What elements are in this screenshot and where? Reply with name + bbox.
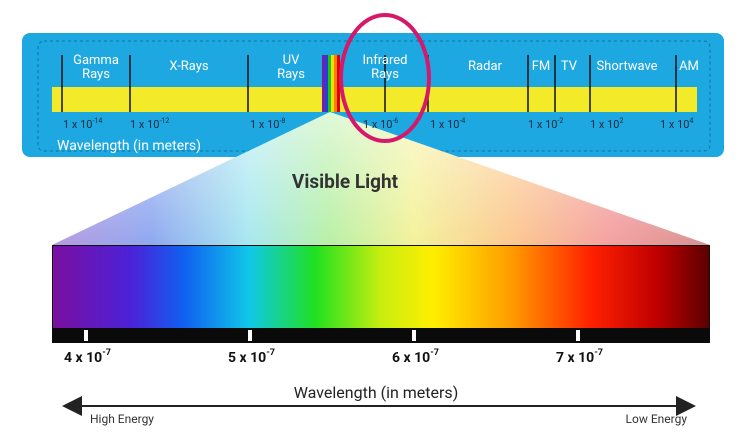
- wavelength-label: 1 x 10-6: [363, 117, 398, 131]
- wavelength-label-exp: -14: [92, 117, 102, 125]
- wavelength-label: 1 x 102: [590, 117, 623, 131]
- low-energy-label: Low Energy: [626, 412, 688, 426]
- wavelength-label: 1 x 104: [660, 117, 693, 131]
- visible-tick-label: 6 x 10-7: [392, 348, 439, 366]
- band-label: Rays: [277, 67, 305, 82]
- band-label: Infrared: [363, 53, 408, 68]
- wavelength-label-exp: -8: [279, 117, 285, 125]
- wavelength-label-base: 1 x 10: [250, 118, 279, 131]
- band-label: Shortwave: [596, 59, 657, 74]
- wavelength-label: 1 x 10-8: [250, 117, 285, 131]
- visible-tick-label-exp: -7: [102, 348, 111, 358]
- wavelength-label: 1 x 10-14: [63, 117, 102, 131]
- wavelength-label-exp: -2: [557, 117, 563, 125]
- wavelength-label-base: 1 x 10: [590, 118, 619, 131]
- wavelength-label-exp: 4: [689, 117, 693, 125]
- spectrum-bar: [52, 87, 697, 112]
- wavelength-label-base: 1 x 10: [130, 118, 159, 131]
- visible-scale-bar: [52, 328, 710, 343]
- visible-tick-label: 5 x 10-7: [228, 348, 275, 366]
- visible-tick-label: 4 x 10-7: [64, 348, 111, 366]
- band-label: FM: [532, 59, 551, 74]
- visible-title: Visible Light: [292, 170, 399, 193]
- wavelength-label-exp: -4: [459, 117, 465, 125]
- visible-tick-label-exp: -7: [594, 348, 603, 358]
- visible-tick-label-base: 6 x 10: [392, 350, 430, 366]
- wavelength-label-base: 1 x 10: [63, 118, 92, 131]
- wavelength-label: 1 x 10-4: [430, 117, 465, 131]
- visible-tick: [576, 330, 580, 341]
- dividers: [61, 55, 677, 112]
- band-label: Gamma: [73, 53, 119, 68]
- visible-tick: [84, 330, 88, 341]
- wavelength-label-base: 1 x 10: [430, 118, 459, 131]
- visible-tick: [412, 330, 416, 341]
- visible-tick-label-exp: -7: [266, 348, 275, 358]
- visible-fan-shade: [52, 112, 710, 245]
- infrared-highlight: [339, 13, 431, 143]
- high-energy-label: High Energy: [90, 412, 154, 426]
- wavelength-label: 1 x 10-2: [528, 117, 563, 131]
- wavelength-label-base: 1 x 10: [660, 118, 689, 131]
- band-label: UV: [283, 53, 300, 68]
- visible-tick-label-exp: -7: [430, 348, 439, 358]
- band-label: TV: [561, 59, 578, 74]
- band-label: X-Rays: [169, 59, 209, 74]
- band-label: Rays: [371, 67, 399, 82]
- visible-tick-label-base: 4 x 10: [64, 350, 102, 366]
- wavelength-label-exp: 2: [619, 117, 623, 125]
- visible-tick-label: 7 x 10-7: [556, 348, 603, 366]
- visible-axis-label: Wavelength (in meters): [294, 383, 459, 402]
- band-label: Rays: [82, 67, 110, 82]
- spectrum-axis-label: Wavelength (in meters): [57, 138, 201, 154]
- visible-tick-label-base: 5 x 10: [228, 350, 266, 366]
- band-label: AM: [679, 59, 699, 74]
- visible-stripe: [322, 55, 340, 112]
- wavelength-label: 1 x 10-12: [130, 117, 169, 131]
- visible-tick: [248, 330, 252, 341]
- band-label: Radar: [468, 59, 502, 74]
- wavelength-label-base: 1 x 10: [528, 118, 557, 131]
- visible-tick-label-base: 7 x 10: [556, 350, 594, 366]
- wavelength-label-exp: -6: [392, 117, 398, 125]
- wavelength-label-base: 1 x 10: [363, 118, 392, 131]
- visible-spectrum: [52, 245, 710, 329]
- wavelength-label-exp: -12: [159, 117, 169, 125]
